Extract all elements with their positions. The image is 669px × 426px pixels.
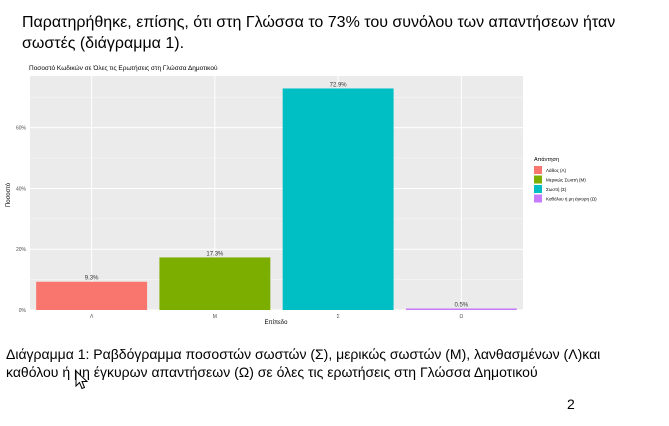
y-tick-label: 40% bbox=[16, 186, 27, 192]
y-tick-label: 60% bbox=[16, 126, 27, 132]
legend-key-3 bbox=[534, 185, 542, 193]
y-tick-label: 20% bbox=[16, 247, 27, 253]
x-tick-label: Λ bbox=[90, 314, 94, 320]
y-axis-label: Ποσοστό bbox=[5, 182, 12, 207]
data-label-3: 72.9% bbox=[330, 82, 348, 88]
legend-key-4 bbox=[534, 194, 542, 203]
data-label-1: 9.3% bbox=[85, 276, 99, 282]
plot-panel bbox=[30, 76, 523, 310]
legend-label-3: Σωστή (Σ) bbox=[546, 186, 567, 192]
bar-3 bbox=[282, 88, 394, 310]
y-ticks-group: 0% 20% 40% 60% bbox=[16, 126, 27, 314]
legend-title: Απάντηση bbox=[534, 156, 559, 163]
paragraph-text: Παρατηρήθηκε, επίσης, ότι στη Γλώσσα το … bbox=[22, 14, 616, 52]
legend-key-2 bbox=[534, 175, 542, 184]
mouse-cursor-icon bbox=[75, 370, 89, 390]
x-tick-label: Μ bbox=[213, 314, 217, 320]
bar-2 bbox=[159, 257, 271, 310]
y-tick-label: 0% bbox=[19, 308, 27, 314]
figure-caption: Διάγραμμα 1: Ραβδόγραμμα ποσοστών σωστών… bbox=[6, 346, 601, 380]
data-labels-group: 9.3% 17.3% 72.9% 0.5% bbox=[85, 82, 469, 308]
x-axis-label: Επίπεδο bbox=[265, 320, 289, 326]
bars-group bbox=[36, 88, 517, 310]
x-tick-label: Σ bbox=[337, 314, 340, 320]
data-label-4: 0.5% bbox=[455, 302, 469, 308]
legend-label-4: Καθόλου ή μη έγκυρη (Ω) bbox=[546, 196, 597, 202]
page-number: 2 bbox=[567, 396, 575, 412]
bar-chart: Ποσοστό Κωδικών σε Όλες τις Ερωτήσεις στ… bbox=[0, 60, 669, 338]
legend: Απάντηση Λάθος (Λ) Μερικώς Σωστή (Μ) Σωστή… bbox=[534, 156, 597, 203]
data-label-2: 17.3% bbox=[206, 251, 224, 257]
chart-svg: Ποσοστό Κωδικών σε Όλες τις Ερωτήσεις στ… bbox=[5, 64, 597, 326]
x-tick-label: Ω bbox=[460, 314, 464, 320]
bar-4 bbox=[405, 308, 517, 310]
bar-1 bbox=[36, 281, 148, 310]
legend-label-2: Μερικώς Σωστή (Μ) bbox=[546, 177, 586, 183]
chart-title: Ποσοστό Κωδικών σε Όλες τις Ερωτήσεις στ… bbox=[29, 64, 218, 72]
legend-label-1: Λάθος (Λ) bbox=[546, 167, 567, 173]
legend-items: Λάθος (Λ) Μερικώς Σωστή (Μ) Σωστή (Σ) Καθόλ… bbox=[534, 166, 597, 203]
legend-key-1 bbox=[534, 166, 542, 174]
